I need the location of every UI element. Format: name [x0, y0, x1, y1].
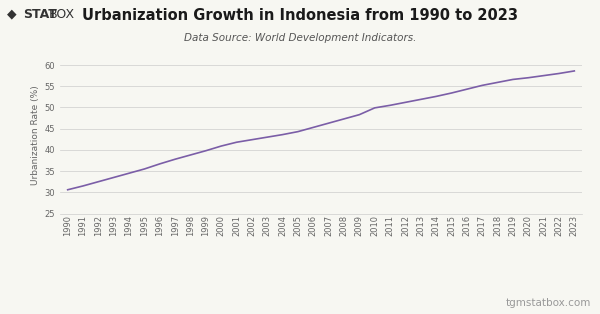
Text: Urbanization Growth in Indonesia from 1990 to 2023: Urbanization Growth in Indonesia from 19…	[82, 8, 518, 23]
Text: STAT: STAT	[23, 8, 56, 21]
Text: BOX: BOX	[49, 8, 76, 21]
Text: Data Source: World Development Indicators.: Data Source: World Development Indicator…	[184, 33, 416, 43]
Text: tgmstatbox.com: tgmstatbox.com	[506, 298, 591, 308]
Y-axis label: Urbanization Rate (%): Urbanization Rate (%)	[31, 85, 40, 185]
Text: ◆: ◆	[7, 8, 17, 21]
